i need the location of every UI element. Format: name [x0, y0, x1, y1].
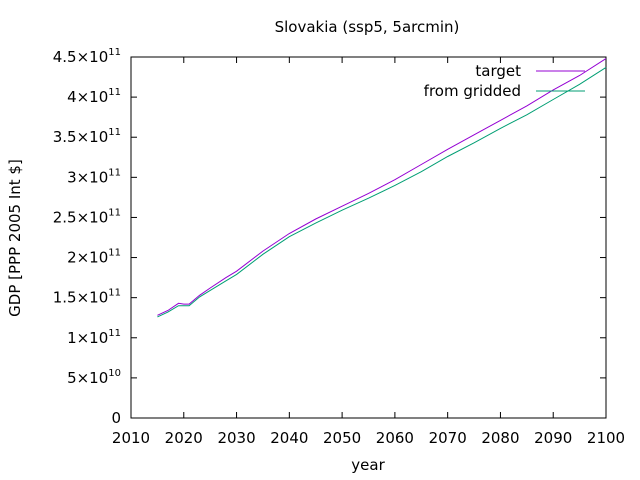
y-tick-exponent: 11 — [108, 207, 121, 218]
x-tick-label: 2090 — [534, 429, 572, 447]
legend: target from gridded — [424, 62, 585, 100]
x-tick-label: 2030 — [217, 429, 255, 447]
series-lines — [157, 58, 607, 318]
y-tick-mantissa: 4.5×10 — [53, 48, 109, 66]
legend-label: target — [475, 62, 521, 80]
y-tick-label: 1.5×1011 — [53, 288, 121, 307]
x-tick-label: 2050 — [323, 429, 361, 447]
y-tick-mantissa: 3×10 — [67, 168, 108, 186]
x-tick-label: 2020 — [165, 429, 203, 447]
y-tick-exponent: 11 — [108, 167, 121, 178]
series-line-1 — [157, 66, 607, 318]
x-tick-label: 2040 — [270, 429, 308, 447]
y-tick-label: 1×1011 — [67, 328, 121, 347]
x-tick-label: 2100 — [587, 429, 625, 447]
y-tick-mantissa: 2×10 — [67, 249, 108, 267]
y-tick-exponent: 11 — [108, 328, 121, 339]
chart-title: Slovakia (ssp5, 5arcmin) — [275, 18, 460, 36]
y-tick-exponent: 11 — [108, 47, 121, 58]
x-tick-label: 2060 — [376, 429, 414, 447]
y-tick-mantissa: 1.5×10 — [53, 289, 109, 307]
y-tick-label: 2.5×1011 — [53, 207, 121, 226]
plot-frame — [130, 56, 607, 419]
y-tick-label: 4×1011 — [67, 87, 121, 106]
x-axis: 2010 2020 2030 2040 2050 2060 2070 2080 2090 2100 — [112, 57, 625, 447]
y-tick-mantissa: 1×10 — [67, 329, 108, 347]
y-tick-mantissa: 0 — [111, 409, 121, 427]
x-axis-label: year — [351, 456, 385, 474]
y-tick-exponent: 11 — [108, 288, 121, 299]
y-tick-exponent: 10 — [108, 368, 121, 379]
x-tick-label: 2070 — [429, 429, 467, 447]
y-tick-label: 3.5×1011 — [53, 127, 121, 146]
x-tick-label: 2080 — [481, 429, 519, 447]
y-tick-label: 3×1011 — [67, 167, 121, 186]
series-line-0 — [157, 58, 607, 316]
y-tick-exponent: 11 — [108, 127, 121, 138]
y-tick-mantissa: 4×10 — [67, 88, 108, 106]
y-tick-mantissa: 5×10 — [67, 369, 108, 387]
y-tick-mantissa: 3.5×10 — [53, 128, 109, 146]
y-tick-exponent: 11 — [108, 87, 121, 98]
y-tick-label: 4.5×1011 — [53, 47, 121, 66]
legend-label: from gridded — [424, 82, 521, 100]
y-tick-mantissa: 2.5×10 — [53, 208, 109, 226]
y-axis: 05×10101×10111.5×10112×10112.5×10113×101… — [53, 47, 606, 427]
y-tick-label: 5×1010 — [67, 368, 121, 387]
y-tick-label: 2×1011 — [67, 248, 121, 267]
x-tick-label: 2010 — [112, 429, 150, 447]
y-tick-label: 0 — [111, 409, 121, 427]
y-axis-label: GDP [PPP 2005 Int $] — [6, 159, 24, 317]
y-tick-exponent: 11 — [108, 248, 121, 259]
